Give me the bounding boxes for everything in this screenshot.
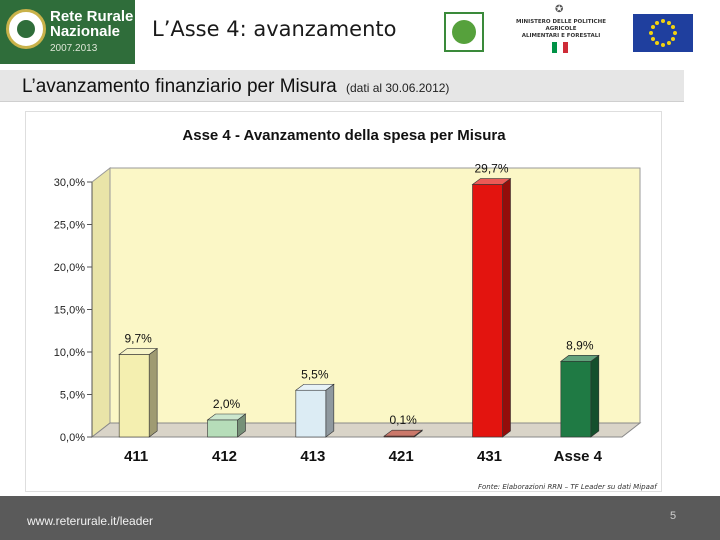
y-tick-label: 20,0% xyxy=(54,262,85,274)
ministry-line1: MINISTERO DELLE POLITICHE AGRICOLE xyxy=(516,19,606,32)
leader-logo-icon xyxy=(444,12,484,52)
footer-url[interactable]: www.reterurale.it/leader xyxy=(27,514,154,528)
eu-star-icon xyxy=(671,25,676,29)
subtitle-date-note: (dati al 30.06.2012) xyxy=(346,81,450,95)
bar xyxy=(383,435,415,438)
y-tick-label: 10,0% xyxy=(54,347,85,359)
ministry-line2: ALIMENTARI E FORESTALI xyxy=(521,33,601,39)
bar xyxy=(118,354,150,438)
data-label: 9,7% xyxy=(124,332,152,346)
bar xyxy=(560,361,592,438)
rrn-emblem-icon xyxy=(6,9,46,49)
bar-chart: Asse 4 - Avanzamento della spesa per Mis… xyxy=(54,127,642,465)
x-tick-label: 421 xyxy=(389,448,414,465)
logo-line1: Rete Rurale xyxy=(50,8,134,25)
y-tick-label: 15,0% xyxy=(54,305,85,317)
eu-star-icon xyxy=(673,31,677,35)
x-tick-label: 412 xyxy=(212,448,237,465)
data-label: 29,7% xyxy=(474,162,508,176)
bar-side xyxy=(325,383,335,438)
page-number: 5 xyxy=(670,510,677,522)
rete-rurale-logo: Rete Rurale Nazionale 2007.2013 xyxy=(0,0,135,64)
eu-flag-icon xyxy=(633,14,693,52)
bar-side xyxy=(590,354,600,438)
ministry-name: MINISTERO DELLE POLITICHE AGRICOLE ALIME… xyxy=(502,19,620,40)
republic-emblem-icon: ✪ xyxy=(555,4,564,15)
slide-title: L’Asse 4: avanzamento xyxy=(152,17,397,41)
header: Rete Rurale Nazionale 2007.2013 L’Asse 4… xyxy=(0,0,720,64)
subtitle: L’avanzamento finanziario per Misura (da… xyxy=(22,76,449,98)
subtitle-bar: L’avanzamento finanziario per Misura (da… xyxy=(0,70,684,102)
source-note: Fonte: Elaborazioni RRN – TF Leader su d… xyxy=(478,483,657,491)
bar-side xyxy=(502,177,511,438)
eu-star-icon xyxy=(655,20,659,25)
footer: www.reterurale.it/leader 5 xyxy=(0,496,720,540)
bar xyxy=(472,184,503,438)
eu-star-icon xyxy=(650,37,655,41)
y-tick-label: 30,0% xyxy=(54,177,85,189)
ministry-logo: ✪ MINISTERO DELLE POLITICHE AGRICOLE ALI… xyxy=(500,2,620,60)
logo-years: 2007.2013 xyxy=(50,43,98,54)
eu-star-icon xyxy=(661,19,665,23)
eu-star-icon xyxy=(649,31,653,35)
data-label: 5,5% xyxy=(301,367,329,381)
eu-star-icon xyxy=(655,41,659,46)
eu-star-icon xyxy=(667,20,671,25)
data-label: 2,0% xyxy=(213,397,241,411)
x-tick-label: Asse 4 xyxy=(554,448,603,465)
y-tick-label: 0,0% xyxy=(60,432,85,444)
logo-name: Rete Rurale Nazionale xyxy=(50,9,133,39)
chart-title: Asse 4 - Avanzamento della spesa per Mis… xyxy=(182,127,506,144)
bar xyxy=(207,419,238,438)
chart-back-wall xyxy=(109,167,641,424)
chart-floor xyxy=(90,422,642,438)
subtitle-main: L’avanzamento finanziario per Misura xyxy=(22,76,337,97)
chart-container: Asse 4 - Avanzamento della spesa per Mis… xyxy=(25,111,662,492)
x-tick-label: 413 xyxy=(300,448,325,465)
y-tick-label: 5,0% xyxy=(60,390,85,402)
logo-line2: Nazionale xyxy=(50,23,121,40)
y-tick-label: 25,0% xyxy=(54,220,85,232)
eu-star-icon xyxy=(667,41,671,46)
x-tick-label: 431 xyxy=(477,448,502,465)
bar xyxy=(295,389,327,438)
chart-side-wall xyxy=(91,166,111,439)
italy-flag-icon xyxy=(552,42,568,53)
data-label: 0,1% xyxy=(389,413,417,427)
x-tick-label: 411 xyxy=(124,448,148,465)
eu-star-icon xyxy=(671,37,676,41)
eu-star-icon xyxy=(650,25,655,29)
data-label: 8,9% xyxy=(566,338,594,352)
eu-star-icon xyxy=(661,43,665,47)
bar-side xyxy=(148,347,158,438)
